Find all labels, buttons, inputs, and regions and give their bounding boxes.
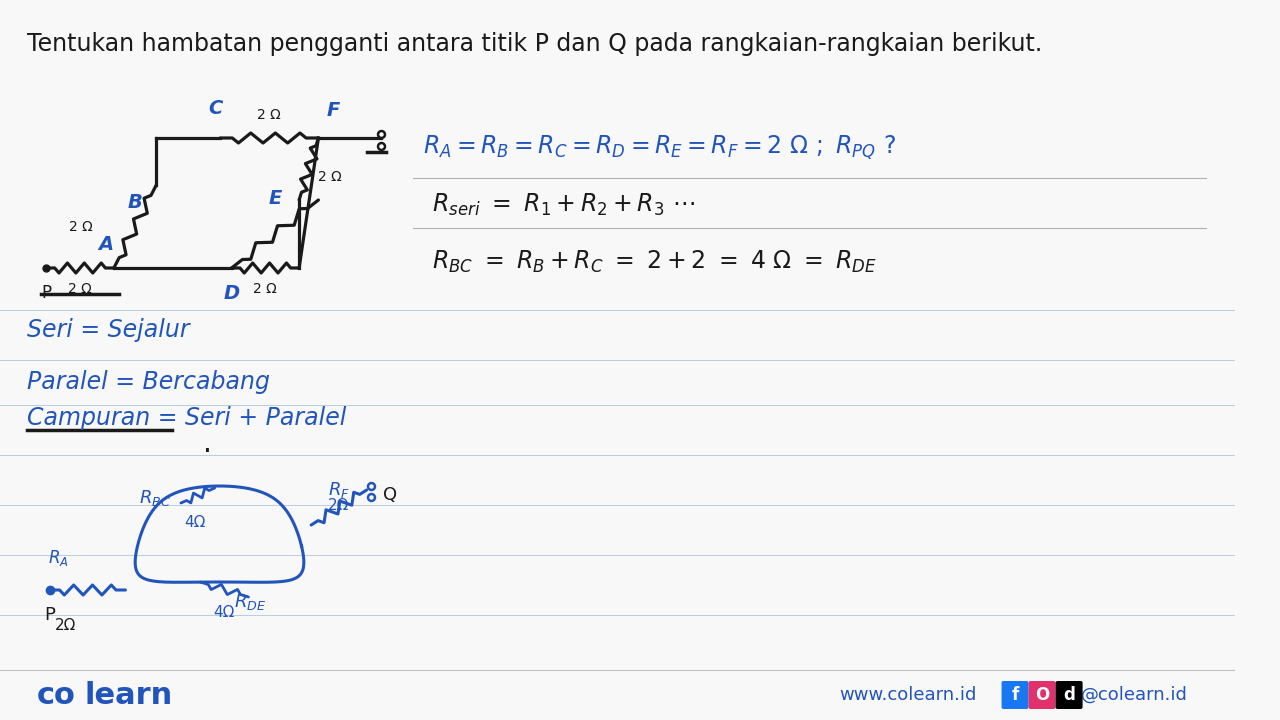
Text: P: P [45,606,55,624]
Text: $R_A = R_B = R_C = R_D = R_E = R_F = 2\ \Omega\ ;\ R_{PQ}\ ?$: $R_A = R_B = R_C = R_D = R_E = R_F = 2\ … [422,134,896,162]
FancyBboxPatch shape [1056,681,1083,709]
Text: P: P [41,284,51,302]
FancyBboxPatch shape [1029,681,1056,709]
Text: co: co [37,680,76,709]
Text: $R_{DE}$: $R_{DE}$ [234,592,266,612]
Text: $R_{seri}\ =\ R_1 + R_2 + R_3\ \cdots$: $R_{seri}\ =\ R_1 + R_2 + R_3\ \cdots$ [433,192,695,218]
Text: 2 Ω: 2 Ω [68,282,92,296]
Text: Q: Q [383,486,397,504]
Text: O: O [1036,686,1050,704]
Text: @colearn.id: @colearn.id [1080,686,1188,704]
Text: D: D [224,284,239,303]
Text: 2 Ω: 2 Ω [253,282,278,296]
Text: $R_A$: $R_A$ [49,548,69,568]
Text: F: F [326,101,339,120]
Text: C: C [209,99,223,118]
FancyBboxPatch shape [1001,681,1029,709]
Text: E: E [269,189,282,207]
Text: 2 Ω: 2 Ω [69,220,92,233]
Text: 4Ω: 4Ω [184,515,206,530]
Text: A: A [99,235,114,254]
Text: $R_{BC}\ =\ R_B + R_C\ =\ 2 + 2\ =\ 4\ \Omega\ =\ R_{DE}$: $R_{BC}\ =\ R_B + R_C\ =\ 2 + 2\ =\ 4\ \… [433,249,877,275]
Text: Seri = Sejalur: Seri = Sejalur [27,318,189,342]
Text: www.colearn.id: www.colearn.id [840,686,977,704]
Text: B: B [128,193,142,212]
Text: $R_F$: $R_F$ [328,480,349,500]
Text: Paralel = Bercabang: Paralel = Bercabang [27,370,270,394]
Text: 2 Ω: 2 Ω [319,170,342,184]
Text: Tentukan hambatan pengganti antara titik P dan Q pada rangkaian-rangkaian beriku: Tentukan hambatan pengganti antara titik… [27,32,1042,56]
Text: f: f [1011,686,1019,704]
Text: Campuran = Seri + Paralel: Campuran = Seri + Paralel [27,406,347,430]
Text: 4Ω: 4Ω [214,605,236,620]
Text: d: d [1064,686,1075,704]
Text: learn: learn [84,680,173,709]
Text: 2 Ω: 2 Ω [257,108,282,122]
Text: 2Ω: 2Ω [55,618,77,633]
Text: 2Ω: 2Ω [328,498,349,513]
Text: ·: · [204,438,212,466]
Text: $R_{BC}$: $R_{BC}$ [140,488,172,508]
